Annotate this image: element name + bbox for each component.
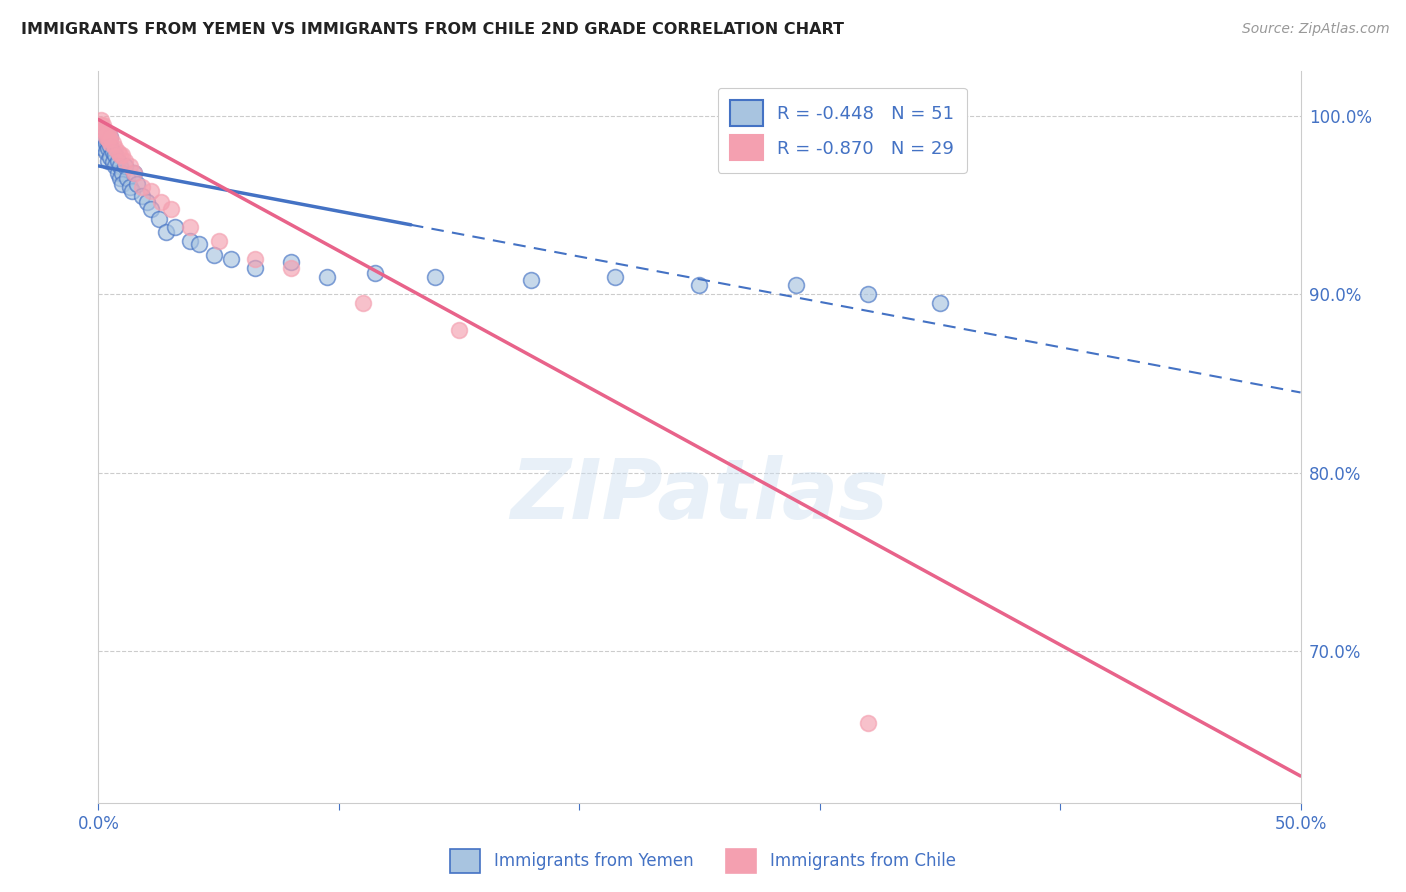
Point <box>101 136 124 150</box>
Point <box>101 145 124 159</box>
Point <box>141 202 163 216</box>
Point <box>97 132 120 146</box>
Text: Source: ZipAtlas.com: Source: ZipAtlas.com <box>1241 22 1389 37</box>
Point <box>520 273 543 287</box>
Point <box>605 269 627 284</box>
Point <box>101 155 124 169</box>
Point <box>280 260 302 275</box>
Point <box>118 159 141 173</box>
Point <box>131 180 153 194</box>
Point <box>100 130 122 145</box>
Point <box>90 127 112 141</box>
Point <box>97 134 120 148</box>
Point <box>104 141 127 155</box>
Point <box>243 252 266 266</box>
Point <box>202 248 225 262</box>
Point <box>179 234 201 248</box>
Point <box>91 123 114 137</box>
Point <box>94 127 117 141</box>
Point <box>188 237 211 252</box>
Point <box>118 180 141 194</box>
Point <box>111 148 134 162</box>
Point <box>243 260 266 275</box>
Point <box>352 296 374 310</box>
Point <box>689 278 711 293</box>
Point <box>94 127 117 141</box>
Point <box>124 166 146 180</box>
Point <box>107 145 129 159</box>
Point <box>280 255 302 269</box>
Point <box>114 159 136 173</box>
Point <box>94 136 117 150</box>
Point <box>107 153 129 168</box>
Point <box>100 136 122 150</box>
Point <box>100 139 122 153</box>
Point <box>104 159 127 173</box>
Point <box>148 212 170 227</box>
Point <box>94 145 117 159</box>
Point <box>785 278 807 293</box>
Point <box>111 166 134 180</box>
Legend: R = -0.448   N = 51, R = -0.870   N = 29: R = -0.448 N = 51, R = -0.870 N = 29 <box>717 87 967 173</box>
Point <box>108 171 131 186</box>
Point <box>856 287 879 301</box>
Point <box>856 715 879 730</box>
Point <box>90 118 112 132</box>
Point <box>108 159 131 173</box>
Point <box>90 136 112 150</box>
Point <box>97 127 120 141</box>
Point <box>91 123 114 137</box>
Point <box>108 148 131 162</box>
Point <box>91 130 114 145</box>
Point <box>165 219 187 234</box>
Point <box>219 252 242 266</box>
Point <box>91 141 114 155</box>
Point <box>100 150 122 164</box>
Point <box>90 112 112 127</box>
Point <box>125 177 148 191</box>
Point <box>149 194 172 209</box>
Point <box>121 184 143 198</box>
Text: IMMIGRANTS FROM YEMEN VS IMMIGRANTS FROM CHILE 2ND GRADE CORRELATION CHART: IMMIGRANTS FROM YEMEN VS IMMIGRANTS FROM… <box>21 22 844 37</box>
Point <box>364 266 387 280</box>
Point <box>97 153 120 168</box>
Point <box>423 269 446 284</box>
Point <box>117 171 139 186</box>
Legend: Immigrants from Yemen, Immigrants from Chile: Immigrants from Yemen, Immigrants from C… <box>443 842 963 880</box>
Point <box>104 148 127 162</box>
Point <box>111 177 134 191</box>
Point <box>97 141 120 155</box>
Point <box>135 194 157 209</box>
Point <box>208 234 231 248</box>
Point <box>114 153 136 168</box>
Point <box>100 130 122 145</box>
Point <box>91 118 114 132</box>
Point <box>124 166 146 180</box>
Point <box>179 219 201 234</box>
Point <box>159 202 181 216</box>
Point <box>155 225 177 239</box>
Point <box>928 296 950 310</box>
Point <box>107 166 129 180</box>
Text: ZIPatlas: ZIPatlas <box>510 455 889 536</box>
Point <box>141 184 163 198</box>
Point <box>131 189 153 203</box>
Point <box>315 269 337 284</box>
Point <box>447 323 470 337</box>
Point <box>94 130 117 145</box>
